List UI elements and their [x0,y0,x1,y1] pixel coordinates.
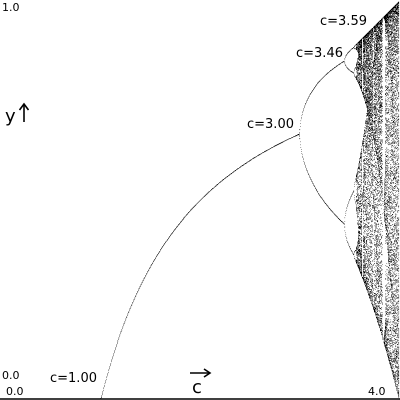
annotation-c-3-59: c=3.59 [320,14,367,29]
annotation-c-3-00: c=3.00 [247,117,294,132]
x-axis-label-group: c [190,368,212,398]
x-axis-label: c [192,377,202,398]
up-arrow-icon [18,102,30,122]
y-axis-label: y [5,106,16,127]
y-max-label: 1.0 [2,1,20,14]
y-axis-label-group: y [5,102,30,127]
right-arrow-icon [190,368,212,378]
x-max-label: 4.0 [368,385,386,398]
y-min-label: 0.0 [2,369,20,382]
annotation-c-1-00: c=1.00 [50,371,97,386]
annotation-c-3-46: c=3.46 [296,46,343,61]
x-min-label: 0.0 [6,385,24,398]
